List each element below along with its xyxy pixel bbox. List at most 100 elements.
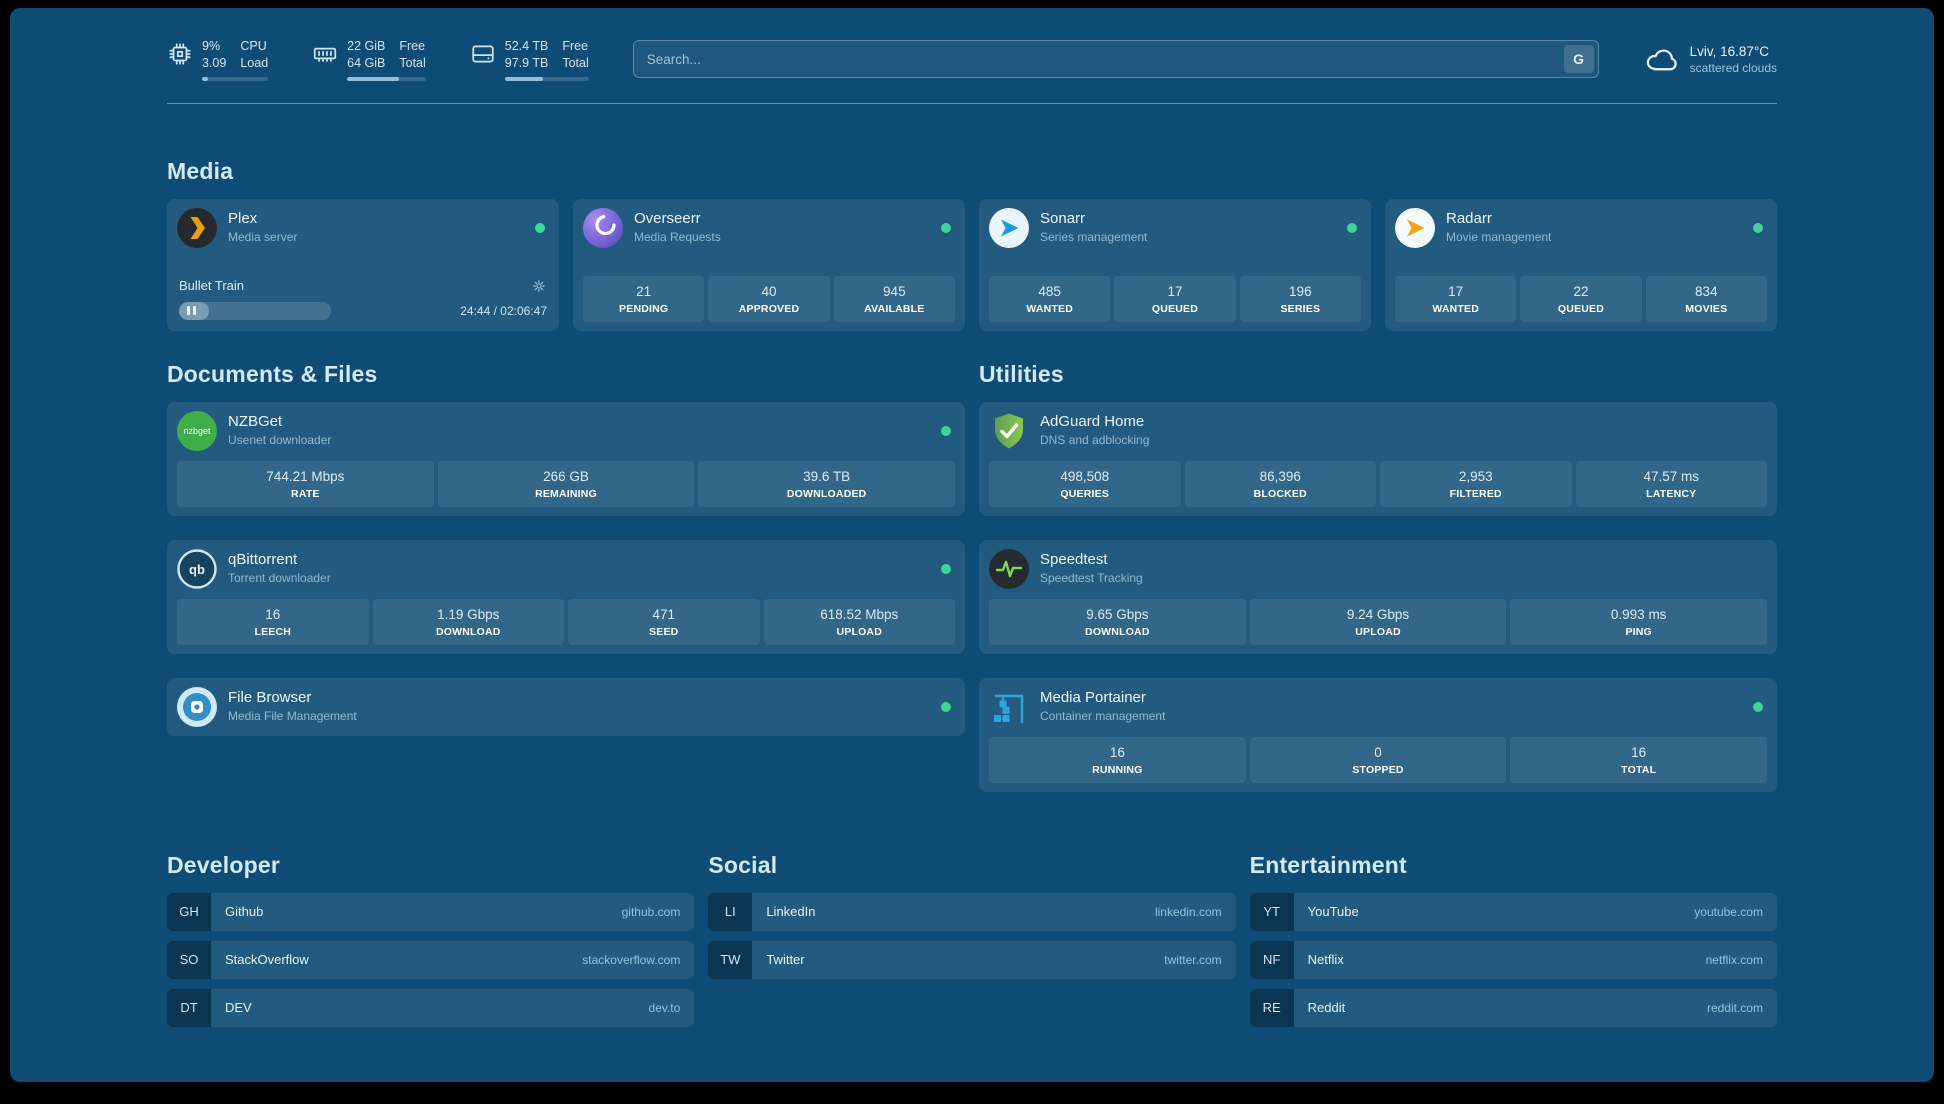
stat-value: 16 xyxy=(265,606,281,622)
service-card-speedtest[interactable]: Speedtest Speedtest Tracking 9.65 Gbps D… xyxy=(979,539,1777,654)
status-dot xyxy=(941,425,951,436)
cpu-widget: 9% 3.09 CPU Load xyxy=(167,38,269,81)
bookmark-abbr: SO xyxy=(167,940,211,979)
bookmark-domain: twitter.com xyxy=(1164,952,1222,967)
service-header: Speedtest Speedtest Tracking xyxy=(989,548,1767,589)
stat-label: LATENCY xyxy=(1646,487,1697,500)
bookmark-group-entertainment: Entertainment YT YouTube youtube.com NF … xyxy=(1249,852,1777,1027)
bookmark-dev[interactable]: DT DEV dev.to xyxy=(167,988,695,1027)
memory-icon xyxy=(312,41,338,67)
cpu-load-label: Load xyxy=(240,55,269,70)
service-header: nzbget NZBGet Usenet downloader xyxy=(177,410,955,451)
stat-value: 945 xyxy=(883,283,906,299)
bookmark-reddit[interactable]: RE Reddit reddit.com xyxy=(1249,988,1777,1027)
stat-label: PING xyxy=(1625,625,1652,638)
bookmark-domain: linkedin.com xyxy=(1154,904,1222,919)
section-utilities: Utilities xyxy=(979,361,1777,792)
qbittorrent-icon: qb xyxy=(177,549,217,589)
section-title-social: Social xyxy=(708,851,778,878)
service-card-overseerr[interactable]: Overseerr Media Requests 21 PENDING 40 A… xyxy=(573,198,965,331)
service-header: Media Portainer Container management xyxy=(989,687,1767,727)
service-subtitle: Torrent downloader xyxy=(228,570,331,585)
stat-queued: 22 QUEUED xyxy=(1520,275,1642,322)
bookmark-abbr: YT xyxy=(1249,892,1294,931)
search-input[interactable] xyxy=(632,40,1599,79)
stat-value: 17 xyxy=(1448,283,1464,299)
service-subtitle: Speedtest Tracking xyxy=(1040,570,1143,585)
bookmark-netflix[interactable]: NF Netflix netflix.com xyxy=(1249,940,1777,979)
stat-value: 9.65 Gbps xyxy=(1086,606,1149,622)
bookmark-github[interactable]: GH Github github.com xyxy=(167,892,695,931)
service-card-sonarr[interactable]: Sonarr Series management 485 WANTED 17 Q… xyxy=(979,198,1371,331)
stat-value: 498,508 xyxy=(1060,468,1110,484)
stat-value: 2,953 xyxy=(1458,468,1493,484)
bookmark-name: Reddit xyxy=(1307,1000,1346,1016)
service-stats: 498,508 QUERIES 86,396 BLOCKED 2,953 FIL… xyxy=(989,451,1767,507)
service-card-portainer[interactable]: Media Portainer Container management 16 … xyxy=(979,677,1777,792)
gear-icon[interactable] xyxy=(531,278,547,294)
radarr-icon xyxy=(1395,207,1435,248)
bookmark-name: DEV xyxy=(225,1000,252,1016)
status-dot xyxy=(1753,222,1763,233)
service-card-qbittorrent[interactable]: qb qBittorrent Torrent downloader xyxy=(167,539,965,654)
stat-upload: 618.52 Mbps UPLOAD xyxy=(763,598,955,645)
status-dot xyxy=(535,222,545,233)
cpu-usage-label: CPU xyxy=(240,39,267,53)
service-header: qb qBittorrent Torrent downloader xyxy=(177,549,955,589)
memory-total-value: 64 GiB xyxy=(347,55,386,70)
service-header: AdGuard Home DNS and adblocking xyxy=(989,411,1767,451)
stat-label: REMAINING xyxy=(535,487,597,500)
service-subtitle: Movie management xyxy=(1446,229,1552,244)
bookmark-abbr: GH xyxy=(167,892,211,931)
playback-progress[interactable] xyxy=(179,301,331,320)
stat-running: 16 RUNNING xyxy=(989,736,1246,783)
stat-total: 16 TOTAL xyxy=(1510,736,1768,783)
cpu-progress-bar xyxy=(202,76,269,81)
stat-wanted: 485 WANTED xyxy=(989,275,1111,322)
stat-label: QUEUED xyxy=(1151,302,1199,315)
service-card-adguard[interactable]: AdGuard Home DNS and adblocking 498,508 … xyxy=(979,401,1777,516)
disk-widget: 52.4 TB 97.9 TB Free Total xyxy=(470,38,589,81)
svg-text:nzbget: nzbget xyxy=(183,426,211,436)
stat-approved: 40 APPROVED xyxy=(708,275,830,322)
stat-label: RUNNING xyxy=(1092,763,1143,776)
service-name: AdGuard Home xyxy=(1040,413,1145,431)
sonarr-icon xyxy=(989,207,1029,248)
service-subtitle: DNS and adblocking xyxy=(1040,432,1150,447)
service-card-nzbget[interactable]: nzbget NZBGet Usenet downloader 74 xyxy=(167,401,965,516)
bookmark-abbr: DT xyxy=(167,988,211,1027)
stat-filtered: 2,953 FILTERED xyxy=(1380,460,1572,507)
stat-label: TOTAL xyxy=(1621,763,1657,776)
stat-label: DOWNLOAD xyxy=(435,625,501,638)
bookmark-twitter[interactable]: TW Twitter twitter.com xyxy=(708,940,1236,979)
service-stats: 9.65 Gbps DOWNLOAD 9.24 Gbps UPLOAD 0.99… xyxy=(989,589,1768,645)
weather-location: Lviv, 16.87°C xyxy=(1689,43,1770,59)
memory-free-label: Free xyxy=(399,39,426,53)
stat-download: 9.65 Gbps DOWNLOAD xyxy=(989,598,1246,645)
service-name: Overseerr xyxy=(634,210,701,228)
portainer-icon xyxy=(989,687,1029,727)
stat-value: 39.6 TB xyxy=(803,468,851,484)
service-card-filebrowser[interactable]: File Browser Media File Management xyxy=(167,677,965,736)
stat-label: MOVIES xyxy=(1685,302,1728,315)
bookmark-youtube[interactable]: YT YouTube youtube.com xyxy=(1249,892,1777,931)
stat-rate: 744.21 Mbps RATE xyxy=(177,460,434,507)
bookmark-name: Github xyxy=(225,904,264,920)
stat-value: 21 xyxy=(636,283,652,299)
bookmark-domain: dev.to xyxy=(648,1000,681,1015)
weather-widget: Lviv, 16.87°C scattered clouds xyxy=(1643,41,1777,77)
stat-value: 485 xyxy=(1038,283,1061,299)
service-stats: 485 WANTED 17 QUEUED 196 SERIES xyxy=(989,266,1361,322)
bookmark-stackoverflow[interactable]: SO StackOverflow stackoverflow.com xyxy=(167,940,695,979)
stat-leech: 16 LEECH xyxy=(177,598,369,645)
stat-label: SEED xyxy=(649,625,679,638)
pause-icon[interactable] xyxy=(187,306,196,316)
bookmark-group-social: Social LI LinkedIn linkedin.com TW Twitt… xyxy=(708,851,1236,979)
section-documents: Documents & Files nzbget xyxy=(167,361,965,792)
bookmark-linkedin[interactable]: LI LinkedIn linkedin.com xyxy=(708,892,1236,931)
search-provider-button[interactable]: G xyxy=(1563,45,1594,74)
service-card-plex[interactable]: Plex Media server Bullet Train xyxy=(167,198,559,331)
service-stats: 17 WANTED 22 QUEUED 834 MOVIES xyxy=(1395,266,1767,322)
stat-series: 196 SERIES xyxy=(1239,275,1361,322)
service-card-radarr[interactable]: Radarr Movie management 17 WANTED 22 QUE… xyxy=(1385,198,1777,331)
